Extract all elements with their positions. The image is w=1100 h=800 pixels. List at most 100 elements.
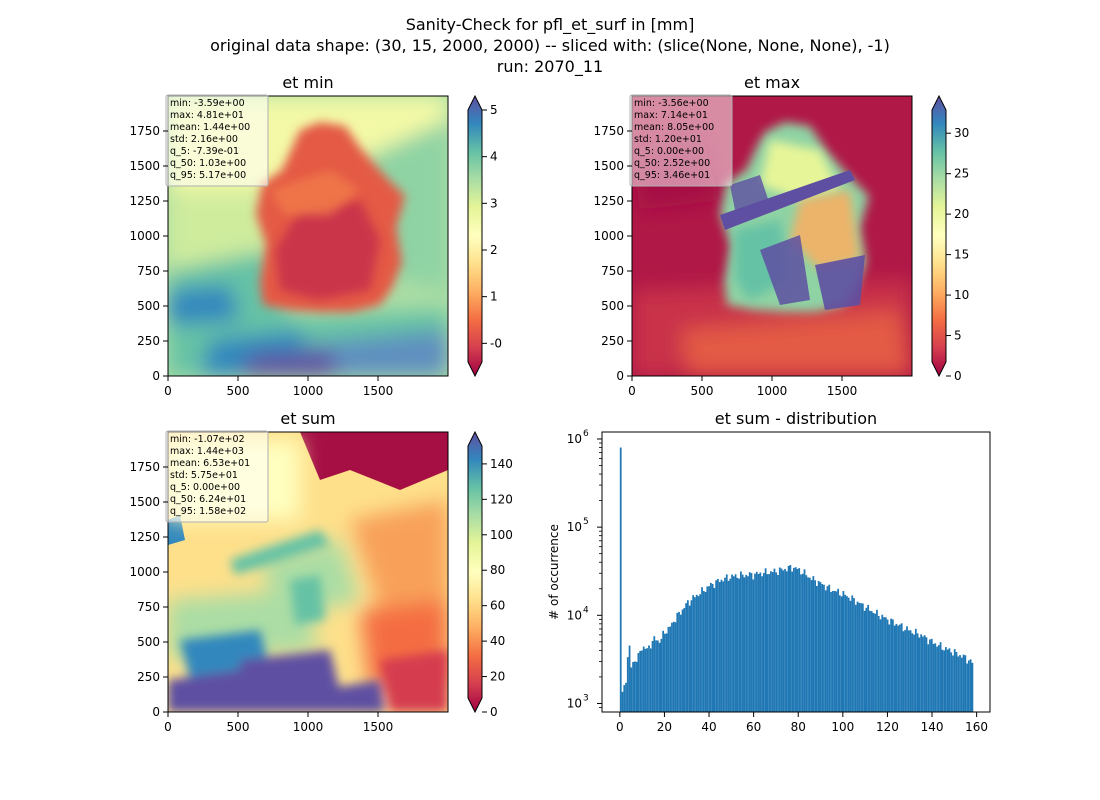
- y-tick-label: 10: [567, 608, 582, 622]
- y-tick-exponent: 6: [583, 429, 589, 439]
- histogram-bar: [639, 650, 642, 712]
- histogram-bar: [679, 614, 682, 712]
- histogram-bar: [750, 573, 753, 712]
- y-axis-label: # of occurrence: [547, 524, 561, 620]
- histogram-bar: [854, 604, 857, 712]
- histogram-bar: [692, 595, 695, 712]
- stats-line: std: 1.20e+01: [634, 134, 702, 145]
- histogram-bar: [701, 587, 703, 712]
- stats-line: q_95: 3.46e+01: [634, 170, 710, 181]
- histogram-bar: [664, 633, 666, 712]
- colorbar-tick-label: 1: [490, 290, 498, 304]
- y-tick-label: 1250: [129, 530, 160, 544]
- x-tick-label: 0: [628, 384, 636, 398]
- y-tick-label: 750: [137, 264, 160, 278]
- histogram-bar: [761, 576, 763, 712]
- stats-line: mean: 1.44e+00: [170, 122, 250, 133]
- histogram-bar: [897, 625, 900, 712]
- histogram-bar: [715, 580, 718, 712]
- histogram-bar: [789, 565, 792, 712]
- histogram-bar: [863, 610, 866, 712]
- histogram-bar: [812, 576, 815, 712]
- histogram-bar: [667, 626, 670, 712]
- histogram-bar: [688, 605, 691, 712]
- histogram-bar: [870, 611, 873, 712]
- stats-line: q_5: 0.00e+00: [634, 146, 704, 157]
- x-tick-label: 1500: [363, 720, 394, 734]
- histogram-bar: [888, 624, 891, 712]
- histogram-bar: [833, 590, 836, 712]
- histogram-bar: [941, 649, 944, 712]
- histogram-bar: [626, 657, 629, 712]
- histogram-bar: [883, 617, 885, 712]
- histogram-bar: [708, 586, 710, 712]
- colorbar-tick-label: 3: [490, 196, 498, 210]
- x-tick-label: 160: [965, 720, 988, 734]
- histogram-bar: [794, 567, 797, 712]
- histogram-bar: [796, 568, 799, 712]
- y-axis: 0 250 500 750 1000 1250 1500 1750: [129, 124, 168, 383]
- histogram-bar: [966, 663, 968, 712]
- histogram-bar: [757, 574, 760, 712]
- stats-line: max: 4.81e+01: [170, 110, 244, 121]
- histogram-bar: [766, 574, 769, 712]
- x-tick-label: 500: [691, 384, 714, 398]
- histogram-bar: [932, 643, 935, 712]
- y-tick-label: 1000: [129, 565, 160, 579]
- histogram-bar: [775, 572, 778, 712]
- histogram-bar: [835, 591, 838, 712]
- histogram-bar: [727, 580, 730, 712]
- histogram-bar: [798, 568, 801, 712]
- y-tick-exponent: 3: [583, 693, 589, 703]
- stats-line: mean: 6.53e+01: [170, 458, 250, 469]
- histogram-bar: [952, 655, 954, 712]
- histogram-bar: [697, 596, 700, 712]
- histogram-bar: [927, 644, 930, 712]
- histogram-bar: [920, 634, 923, 712]
- histogram-bar: [681, 609, 684, 712]
- colorbar-tick-label: 4: [490, 150, 498, 164]
- y-tick-label: 0: [616, 369, 624, 383]
- x-tick-label: 500: [227, 384, 250, 398]
- colorbar-tick-label: 120: [490, 492, 513, 506]
- y-tick-exponent: 5: [583, 517, 589, 527]
- histogram-bar: [686, 600, 689, 712]
- histogram-bar: [699, 594, 702, 712]
- histogram-bar: [747, 576, 749, 712]
- histogram-bar: [923, 635, 926, 712]
- figure-title-line-3: run: 2070_11: [497, 57, 603, 77]
- y-tick-label: 500: [137, 299, 160, 313]
- histogram-bar: [778, 567, 781, 712]
- figure-title-line-1: Sanity-Check for pfl_et_surf in [mm]: [406, 15, 695, 35]
- histogram-bar: [860, 603, 862, 712]
- figure-title: Sanity-Check for pfl_et_surf in [mm] ori…: [210, 15, 890, 77]
- histogram-bar: [709, 582, 712, 712]
- panel-title: et min: [282, 73, 333, 92]
- stats-line: min: -3.56e+00: [634, 98, 709, 109]
- stats-line: q_95: 5.17e+00: [170, 170, 246, 181]
- histogram-bar: [856, 601, 859, 712]
- histogram-bar: [762, 573, 765, 712]
- y-tick-label: 10: [567, 432, 582, 446]
- colorbar-tick-label: 5: [954, 329, 962, 343]
- histogram-bar: [635, 661, 638, 712]
- x-tick-label: 60: [746, 720, 761, 734]
- histogram-bar: [838, 595, 841, 712]
- histogram-bar: [694, 597, 696, 712]
- histogram-bar: [925, 637, 928, 712]
- histogram-bar: [831, 591, 834, 712]
- histogram-bar: [823, 584, 825, 712]
- panel-et-max: et max min: -3.56e+00 max: 7.14e+01 me: [593, 73, 969, 398]
- histogram-bar: [807, 577, 809, 712]
- stats-box: min: -3.56e+00 max: 7.14e+01 mean: 8.05e…: [629, 94, 733, 187]
- colorbar-tick-label: 20: [490, 670, 505, 684]
- histogram-bar: [717, 578, 719, 712]
- histogram-bar: [881, 614, 884, 712]
- figure-title-line-2: original data shape: (30, 15, 2000, 2000…: [210, 36, 890, 55]
- histogram-bar: [793, 567, 795, 712]
- histogram-bar: [913, 634, 915, 712]
- x-tick-label: 500: [227, 720, 250, 734]
- y-tick-label: 1750: [129, 124, 160, 138]
- x-tick-label: 40: [701, 720, 716, 734]
